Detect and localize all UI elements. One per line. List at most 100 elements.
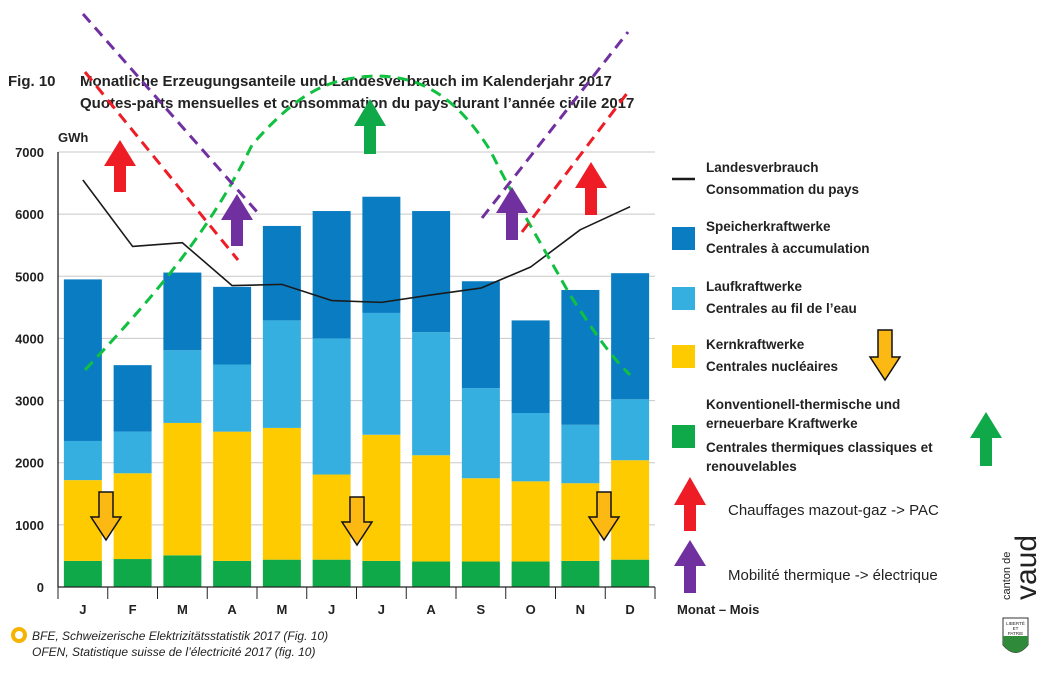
bar-segment-nuclear (213, 431, 252, 561)
legend-label: renouvelables (706, 459, 797, 474)
bar-segment-storage (461, 281, 500, 389)
legend-label: Landesverbrauch (706, 160, 819, 175)
bar-segment-nuclear (163, 422, 202, 556)
bar-segment-thermal (461, 561, 500, 587)
legend: Landesverbrauch Consommation du pays Spe… (672, 160, 933, 474)
bar-segment-thermal (113, 559, 152, 587)
bar-segment-thermal (511, 561, 550, 587)
red-up-arrow-legend (674, 477, 706, 531)
bar-segment-runofriver (412, 332, 451, 456)
yellow-down-arrow-jan (89, 491, 123, 542)
legend-label: Centrales au fil de l’eau (706, 301, 857, 316)
bar-segment-runofriver (362, 312, 401, 435)
y-tick-labels: 0 1000 2000 3000 4000 5000 6000 7000 (15, 145, 44, 595)
red-dashed-trend-right (520, 91, 630, 233)
legend-swatch-storage (672, 227, 695, 250)
bar-segment-storage (611, 273, 650, 400)
y-tick-label: 6000 (15, 207, 44, 222)
x-tick-label: S (477, 602, 486, 617)
yellow-down-arrow-jun (340, 496, 374, 547)
x-tick-label: J (328, 602, 335, 617)
consumption-line (82, 179, 631, 304)
bar-segment-thermal (312, 559, 351, 587)
bar-segment-nuclear (611, 460, 650, 560)
bar-segment-thermal (412, 561, 451, 587)
purple-up-arrow-legend (674, 540, 706, 593)
red-dashed-trend-left (83, 71, 240, 261)
bar-segment-storage (412, 211, 451, 333)
purple-dashed-trend-left (81, 13, 260, 214)
y-tick-label: 0 (37, 580, 44, 595)
x-tick-label: A (426, 602, 436, 617)
heating-note: Chauffages mazout-gaz -> PAC (728, 502, 939, 519)
bar-segment-storage (362, 196, 401, 313)
bar-segment-runofriver (611, 399, 650, 461)
vaud-motto: LIBERTÉ (1006, 620, 1025, 626)
bar-segment-runofriver (561, 424, 600, 484)
bar-segment-thermal (561, 560, 600, 587)
consumption-polyline (82, 179, 631, 304)
x-tick-label: N (576, 602, 585, 617)
legend-label: Speicherkraftwerke (706, 219, 831, 234)
bar-segment-nuclear (312, 474, 351, 560)
x-tick-label: F (129, 602, 137, 617)
bar-segment-thermal (362, 560, 401, 587)
mobility-note: Mobilité thermique -> électrique (728, 567, 938, 584)
bar-segment-runofriver (262, 320, 301, 428)
vaud-logo: vaud canton de LIBERTÉ ET PATRIE (1001, 535, 1043, 653)
bar-segment-runofriver (113, 431, 152, 474)
grid-lines (58, 151, 655, 526)
bar-segment-nuclear (262, 427, 301, 560)
bar-segment-nuclear (412, 455, 451, 562)
bar-segment-thermal (63, 560, 102, 587)
yellow-down-arrow-nov (587, 491, 621, 542)
bar-segment-thermal (262, 559, 301, 587)
bar-segment-nuclear (362, 434, 401, 561)
purple-up-arrow-apr (221, 194, 253, 246)
bar-segment-storage (163, 272, 202, 351)
x-tick-label: M (177, 602, 188, 617)
legend-label: Konventionell-thermische und (706, 397, 900, 412)
bar-segment-runofriver (63, 440, 102, 481)
x-tick-label: J (79, 602, 86, 617)
source-line: BFE, Schweizerische Elektrizitätsstatist… (32, 629, 328, 643)
green-up-arrow-legend (970, 412, 1002, 466)
x-tick-label: M (276, 602, 287, 617)
fig-label: Fig. 10 (8, 73, 56, 90)
bar-segment-storage (262, 225, 301, 321)
y-tick-label: 5000 (15, 269, 44, 284)
vaud-motto: ET (1013, 626, 1019, 631)
y-tick-label: 3000 (15, 394, 44, 409)
bar-segment-thermal (163, 555, 202, 587)
y-axis-unit: GWh (58, 130, 88, 145)
title-fr: Quotes-parts mensuelles et consommation … (80, 95, 634, 112)
x-axis-label: Monat – Mois (677, 602, 759, 617)
legend-label: Kernkraftwerke (706, 337, 805, 352)
bar-segment-storage (511, 320, 550, 413)
bar-segment-storage (113, 365, 152, 432)
vaud-logo-word: vaud (1010, 535, 1043, 600)
bar-segment-nuclear (461, 478, 500, 562)
green-up-arrow-jul (354, 99, 386, 154)
y-tick-label: 7000 (15, 145, 44, 160)
bar-segment-runofriver (312, 338, 351, 475)
yellow-down-arrow-legend (868, 329, 902, 382)
bar-segment-thermal (213, 560, 252, 587)
y-tick-label: 1000 (15, 518, 44, 533)
legend-label: Laufkraftwerke (706, 279, 803, 294)
x-tick-label: J (378, 602, 385, 617)
green-dashed-trend (83, 74, 632, 377)
purple-dashed-trend-right (480, 31, 630, 219)
bar-segment-nuclear (113, 473, 152, 560)
axes (57, 152, 656, 599)
bar-segment-storage (63, 279, 102, 441)
title-de: Monatliche Erzeugungsanteile und Landesv… (80, 73, 612, 90)
bar-segment-runofriver (461, 388, 500, 479)
bar-segment-runofriver (163, 350, 202, 423)
bar-segment-nuclear (511, 481, 550, 562)
bar-segment-storage (312, 211, 351, 339)
bar-segment-thermal (611, 559, 650, 587)
legend-label: Centrales thermiques classiques et (706, 440, 933, 455)
